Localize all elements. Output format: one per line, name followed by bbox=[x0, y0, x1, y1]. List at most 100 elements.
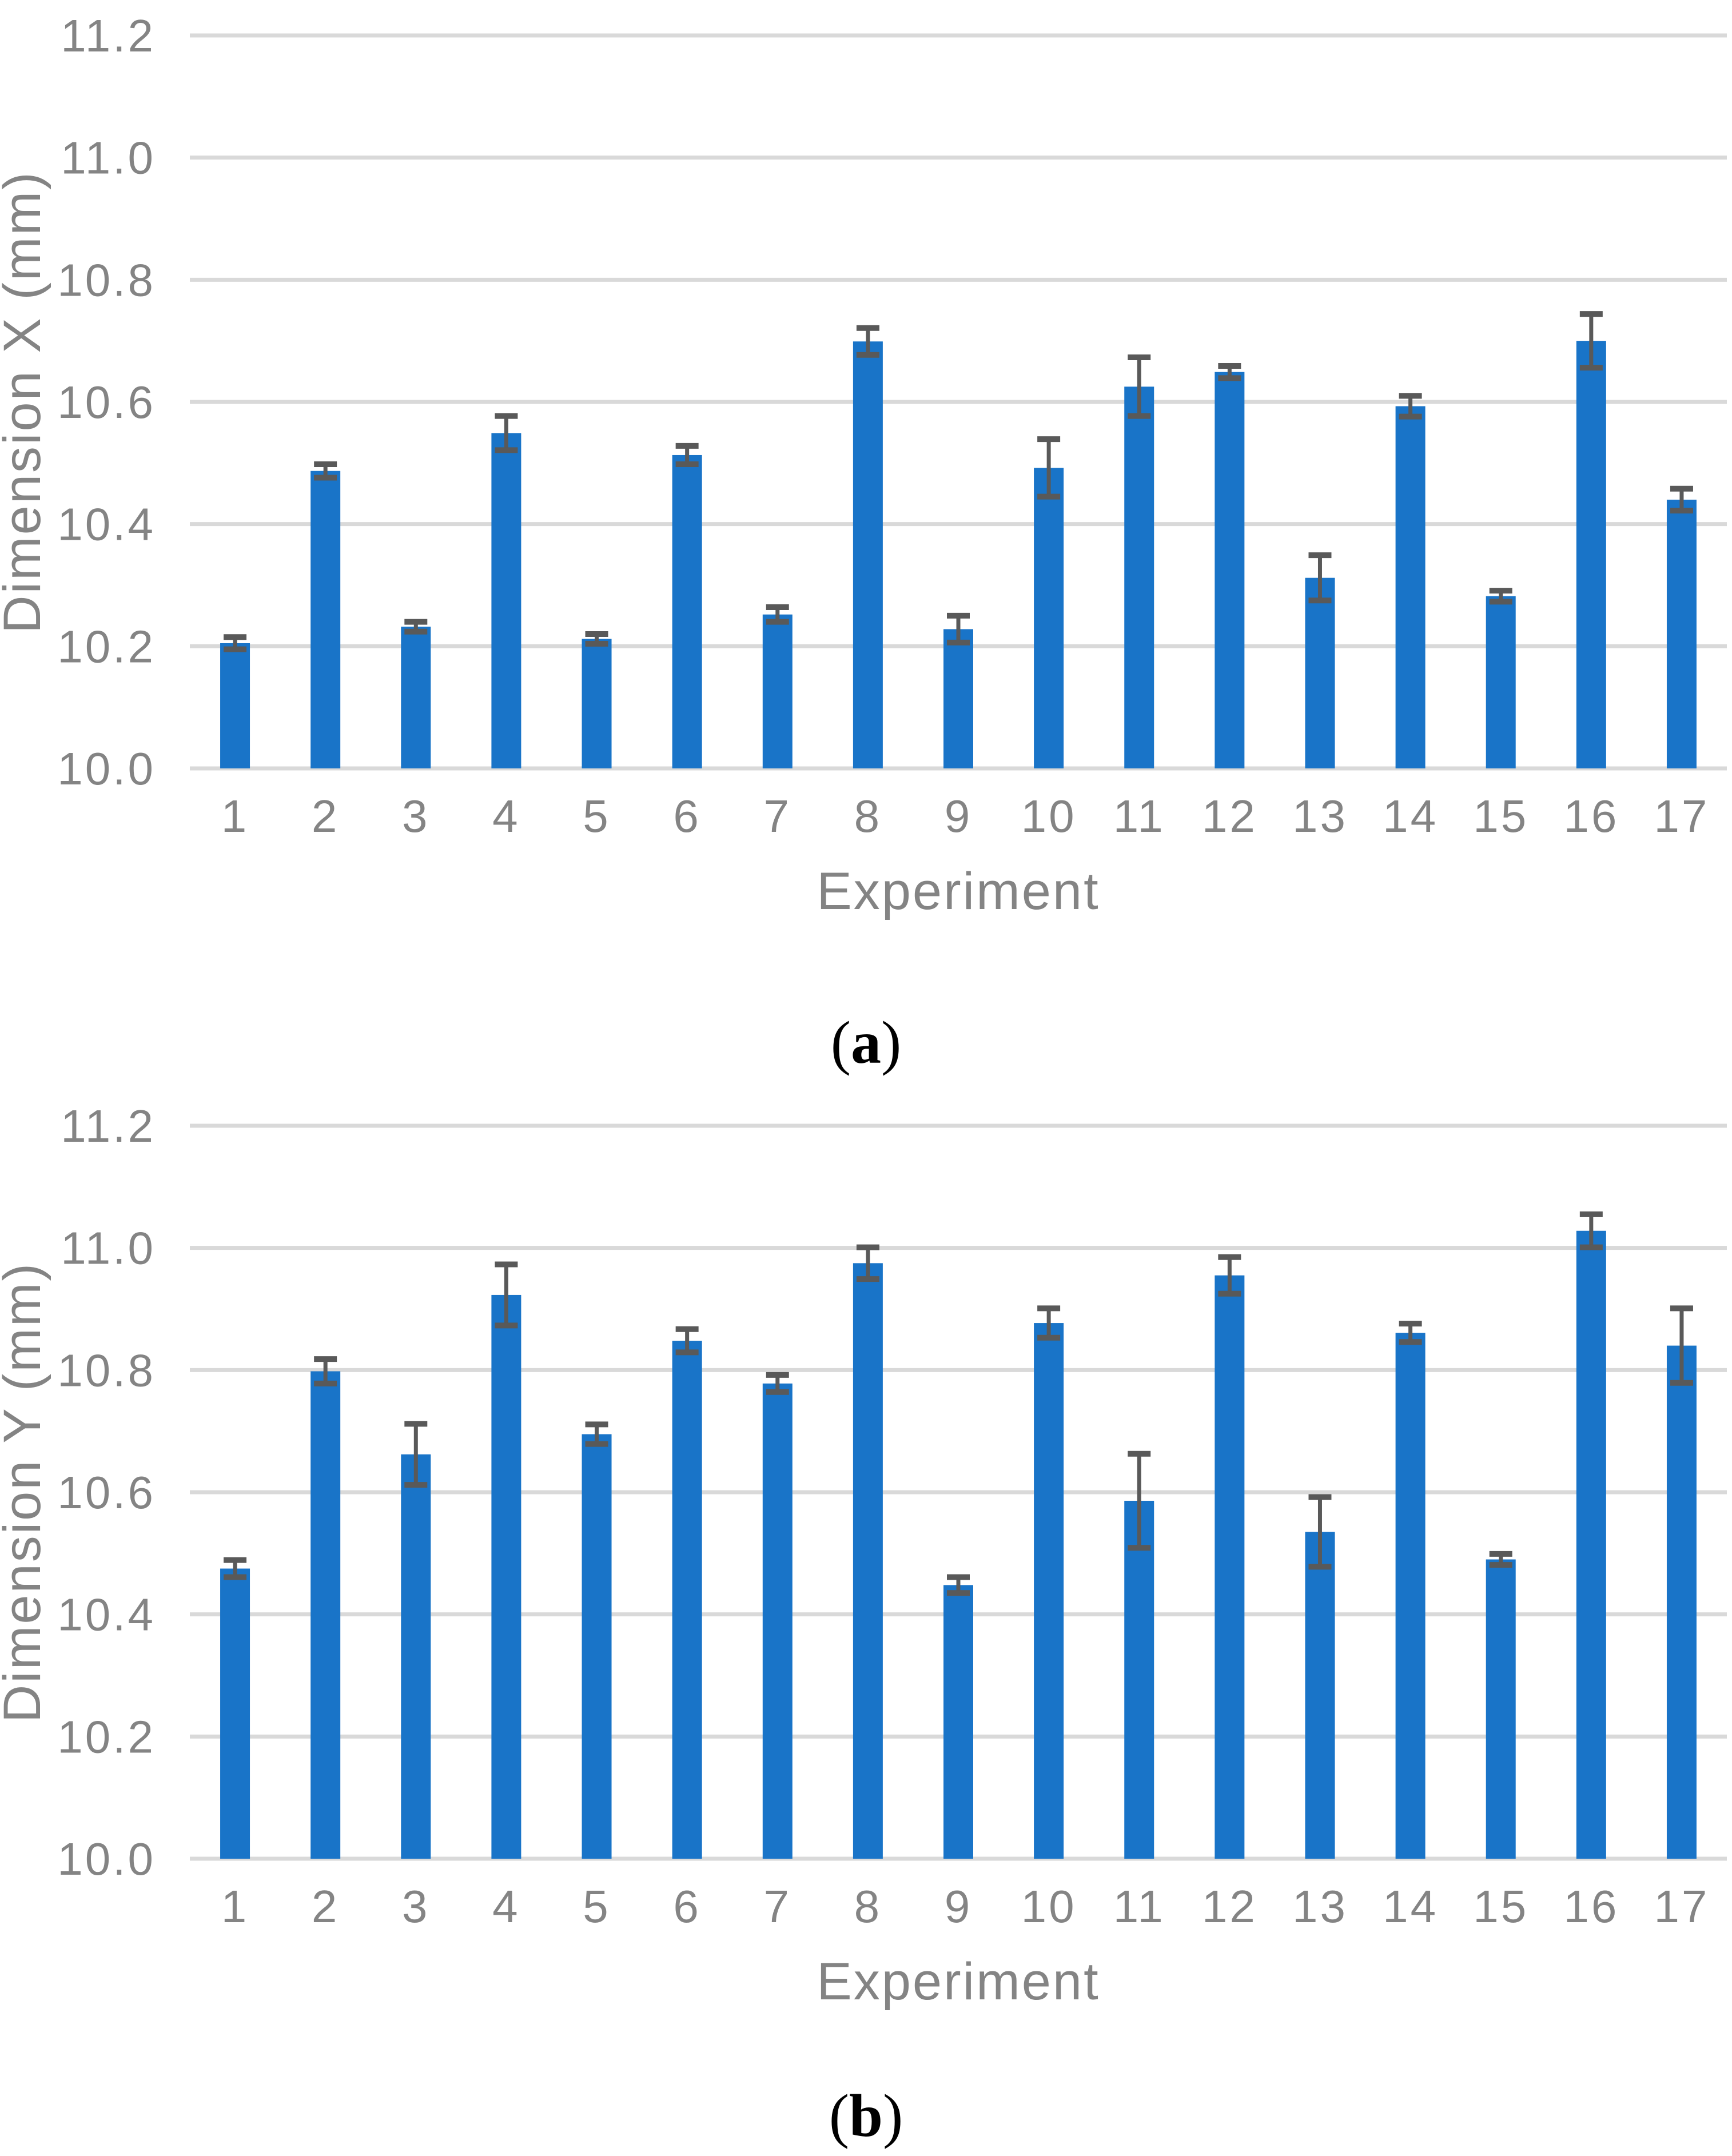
bar bbox=[1486, 1559, 1516, 1859]
panel-a-caption: (a) bbox=[0, 1006, 1732, 1079]
bar bbox=[1034, 468, 1064, 768]
x-tick-label: 15 bbox=[1473, 1881, 1528, 1932]
x-tick-label: 7 bbox=[764, 791, 792, 842]
caption-a-close: ) bbox=[881, 1009, 902, 1076]
x-tick-label: 2 bbox=[312, 1881, 340, 1932]
caption-b-letter: b bbox=[849, 2082, 883, 2150]
x-tick-label: 9 bbox=[945, 1881, 973, 1932]
x-tick-label: 8 bbox=[854, 791, 882, 842]
x-tick-label: 17 bbox=[1654, 1881, 1709, 1932]
x-tick-label: 5 bbox=[583, 791, 611, 842]
x-tick-label: 5 bbox=[583, 1881, 611, 1932]
bar bbox=[491, 1295, 521, 1859]
bar bbox=[1305, 577, 1335, 768]
y-tick-label: 10.4 bbox=[57, 499, 156, 550]
chart-a-svg: 10.0 10.2 10.4 10.6 10.8 11.0 11.2 Dimension X … bbox=[0, 10, 1727, 920]
bars bbox=[220, 341, 1697, 768]
x-tick-label: 6 bbox=[673, 791, 701, 842]
panel-a: 10.0 10.2 10.4 10.6 10.8 11.0 11.2 Dimension X … bbox=[0, 10, 1732, 1079]
bar bbox=[1666, 1345, 1697, 1859]
bar bbox=[1666, 499, 1697, 768]
bar bbox=[762, 614, 793, 768]
x-tick-label: 16 bbox=[1563, 791, 1619, 842]
x-tick-label: 10 bbox=[1021, 1881, 1077, 1932]
y-tick-labels: 10.0 10.2 10.4 10.6 10.8 11.0 11.2 bbox=[57, 10, 156, 794]
bar bbox=[1215, 372, 1245, 768]
bar bbox=[672, 455, 702, 768]
x-tick-label: 10 bbox=[1021, 791, 1077, 842]
x-tick-label: 14 bbox=[1383, 1881, 1438, 1932]
x-tick-label: 1 bbox=[221, 1881, 249, 1932]
bar bbox=[762, 1384, 793, 1859]
x-axis-title: Experiment bbox=[817, 862, 1100, 920]
y-tick-label: 11.2 bbox=[61, 1101, 156, 1151]
bar bbox=[1124, 386, 1154, 768]
y-tick-label: 10.0 bbox=[57, 1834, 156, 1884]
bar bbox=[310, 1371, 341, 1859]
bar bbox=[1576, 341, 1606, 768]
bar bbox=[582, 639, 612, 768]
bar bbox=[1576, 1230, 1606, 1859]
gridlines bbox=[190, 33, 1727, 771]
bar bbox=[1124, 1501, 1154, 1859]
x-tick-label: 12 bbox=[1202, 1881, 1257, 1932]
x-tick-label: 11 bbox=[1113, 791, 1165, 842]
x-tick-label: 11 bbox=[1113, 1881, 1165, 1932]
chart-b-svg: 10.0 10.2 10.4 10.6 10.8 11.0 11.2 Dimension Y … bbox=[0, 1101, 1727, 2011]
y-tick-label: 10.4 bbox=[57, 1589, 156, 1640]
y-axis-title: Dimension Y (mm) bbox=[0, 1262, 51, 1723]
y-tick-label: 10.0 bbox=[57, 743, 156, 794]
panel-b: 10.0 10.2 10.4 10.6 10.8 11.0 11.2 Dimension Y … bbox=[0, 1090, 1732, 2152]
y-tick-label: 10.6 bbox=[57, 1467, 156, 1518]
x-tick-label: 12 bbox=[1202, 791, 1257, 842]
x-tick-label: 15 bbox=[1473, 791, 1528, 842]
x-tick-labels: 1 2 3 4 5 6 7 8 9 10 11 12 13 14 15 16 17 bbox=[221, 791, 1709, 842]
y-tick-label: 11.0 bbox=[61, 1223, 156, 1274]
x-tick-labels: 1 2 3 4 5 6 7 8 9 10 11 12 13 14 15 16 17 bbox=[221, 1881, 1709, 1932]
bar bbox=[582, 1434, 612, 1859]
bar bbox=[1486, 596, 1516, 768]
y-tick-label: 10.2 bbox=[57, 621, 156, 672]
error-bars bbox=[224, 1211, 1693, 1596]
x-tick-label: 4 bbox=[492, 791, 520, 842]
caption-a-open: ( bbox=[830, 1009, 851, 1076]
x-tick-label: 2 bbox=[312, 791, 340, 842]
bar bbox=[943, 629, 973, 768]
y-tick-label: 10.6 bbox=[57, 377, 156, 428]
bar bbox=[853, 341, 883, 768]
x-tick-label: 4 bbox=[492, 1881, 520, 1932]
caption-b-open: ( bbox=[829, 2082, 850, 2150]
x-tick-label: 13 bbox=[1292, 791, 1348, 842]
y-tick-label: 10.2 bbox=[57, 1712, 156, 1763]
x-tick-label: 7 bbox=[764, 1881, 792, 1932]
bar bbox=[1395, 406, 1426, 768]
caption-a-letter: a bbox=[851, 1009, 881, 1076]
error-bars bbox=[224, 311, 1693, 652]
x-tick-label: 3 bbox=[402, 791, 430, 842]
bar bbox=[1215, 1275, 1245, 1859]
bar bbox=[491, 433, 521, 768]
y-tick-label: 10.8 bbox=[57, 254, 156, 305]
bar bbox=[310, 471, 341, 768]
bar bbox=[401, 1454, 431, 1859]
bar bbox=[672, 1341, 702, 1859]
bar bbox=[1305, 1532, 1335, 1859]
bar bbox=[943, 1585, 973, 1859]
bar bbox=[853, 1263, 883, 1859]
y-tick-label: 10.8 bbox=[57, 1345, 156, 1396]
bar bbox=[220, 1568, 250, 1859]
caption-b-close: ) bbox=[882, 2082, 903, 2150]
x-tick-label: 6 bbox=[673, 1881, 701, 1932]
x-tick-label: 16 bbox=[1563, 1881, 1619, 1932]
x-tick-label: 9 bbox=[945, 791, 973, 842]
x-tick-label: 3 bbox=[402, 1881, 430, 1932]
y-tick-label: 11.2 bbox=[61, 10, 156, 61]
x-axis-title: Experiment bbox=[817, 1952, 1100, 2011]
bar bbox=[401, 627, 431, 768]
x-tick-label: 17 bbox=[1654, 791, 1709, 842]
y-tick-label: 11.0 bbox=[61, 133, 156, 184]
bars bbox=[220, 1230, 1697, 1859]
x-tick-label: 1 bbox=[221, 791, 249, 842]
x-tick-label: 14 bbox=[1383, 791, 1438, 842]
